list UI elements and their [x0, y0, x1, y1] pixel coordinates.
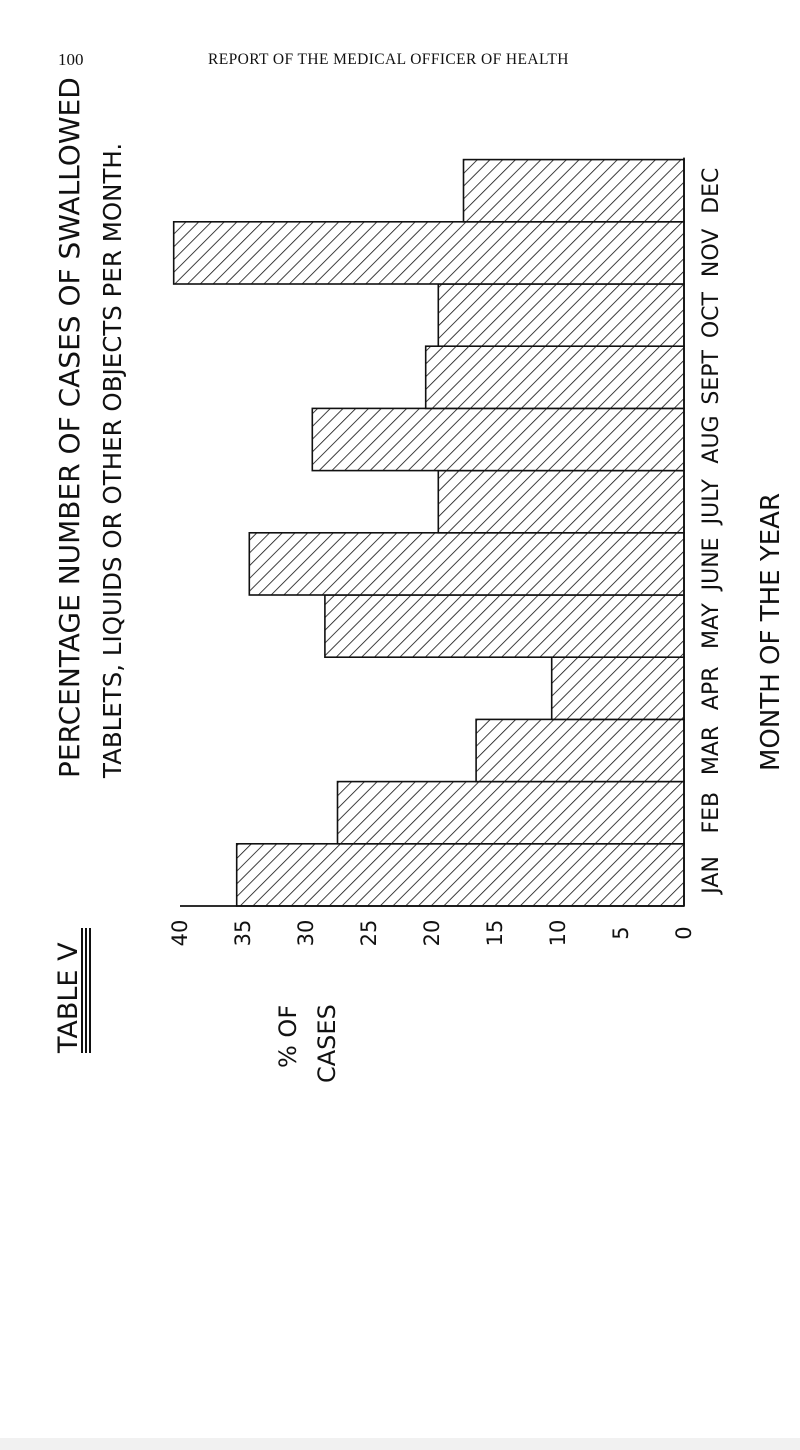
y-axis-label-line1: % OF [274, 1005, 302, 1068]
category-label: NOV [699, 229, 724, 277]
y-axis-label-line2: CASES [313, 1004, 341, 1083]
category-label: SEPT [699, 349, 724, 404]
y-tick-label: 15 [483, 920, 507, 947]
bar-june [248, 531, 685, 596]
bar-july [437, 469, 685, 534]
y-tick-label: 5 [609, 926, 633, 939]
page-header: 100 REPORT OF THE MEDICAL OFFICER OF HEA… [0, 50, 800, 74]
category-label: FEB [699, 792, 724, 834]
bar-jan [235, 842, 685, 907]
y-tick-label: 35 [231, 920, 255, 947]
bar-aug [311, 407, 685, 472]
y-tick-label: 20 [420, 920, 444, 947]
y-tick-label: 10 [546, 920, 570, 947]
bar-may [324, 594, 685, 659]
category-label: OCT [699, 291, 724, 338]
chart-title-line2: TABLETS, LIQUIDS OR OTHER OBJECTS PER MO… [98, 143, 127, 779]
bar-mar [475, 718, 685, 783]
bar-dec [462, 158, 685, 223]
bar-sept [424, 345, 685, 410]
y-tick-label: 0 [672, 926, 696, 939]
y-tick-labels: 40 35 30 25 20 15 10 5 0 [168, 920, 696, 947]
category-labels: JAN FEB MAR APR MAY JUNE JULY AUG SEPT OCT NOV DEC [699, 168, 724, 896]
running-head: REPORT OF THE MEDICAL OFFICER OF HEALTH [208, 51, 569, 68]
y-tick-label: 25 [357, 920, 381, 947]
x-axis-label: MONTH OF THE YEAR [756, 493, 786, 771]
chart-title: PERCENTAGE NUMBER OF CASES OF SWALLOWED … [53, 77, 127, 779]
category-label: JULY [699, 478, 724, 526]
bar-apr [550, 656, 685, 721]
table-label: TABLE V [53, 928, 91, 1054]
y-tick-label: 40 [168, 920, 192, 947]
category-label: AUG [699, 415, 724, 463]
page-edge [0, 1438, 800, 1450]
y-axis-label: % OF CASES [274, 1004, 341, 1083]
category-label: DEC [699, 168, 724, 214]
page-number: 100 [58, 50, 84, 69]
bar-oct [437, 283, 685, 348]
y-tick-label: 30 [294, 920, 318, 947]
category-label: APR [699, 666, 724, 710]
bars [172, 158, 685, 907]
category-label: JAN [699, 856, 724, 896]
category-label: JUNE [699, 537, 724, 592]
category-label: MAY [699, 603, 724, 649]
bar-nov [172, 221, 685, 285]
category-label: MAR [699, 726, 724, 775]
chart-title-line1: PERCENTAGE NUMBER OF CASES OF SWALLOWED [53, 77, 86, 778]
table-label-text: TABLE V [53, 942, 84, 1054]
axes [180, 157, 685, 907]
bar-feb [336, 780, 685, 845]
